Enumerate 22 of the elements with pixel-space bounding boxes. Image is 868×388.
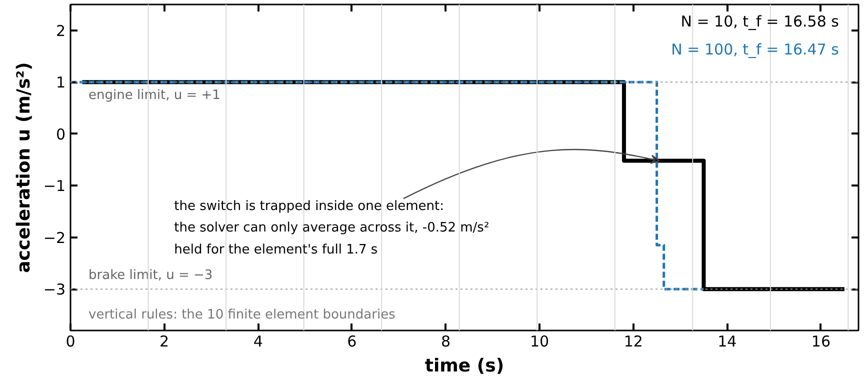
legend-label: N = 10, t_f = 16.58 s bbox=[680, 12, 840, 30]
annotation: vertical rules: the 10 finite element boundaries bbox=[88, 308, 396, 322]
y-tick-label: 0 bbox=[56, 125, 66, 144]
ref-line-label: engine limit, u = +1 bbox=[88, 88, 220, 104]
ref-line-label: brake limit, u = −3 bbox=[88, 268, 213, 284]
x-tick-label: 2 bbox=[160, 332, 170, 350]
y-tick-label: −1 bbox=[43, 177, 66, 196]
x-tick-label: 14 bbox=[718, 332, 737, 350]
x-tick-label: 12 bbox=[624, 332, 643, 350]
y-tick-label: −3 bbox=[43, 280, 66, 299]
annotation: the switch is trapped inside one element: the solver can only average across it, -0.52 m/s² held for the element's full 1.7 s bbox=[174, 198, 490, 258]
y-axis-title: acceleration u (m/s²) bbox=[13, 62, 34, 273]
x-tick-label: 6 bbox=[347, 332, 357, 350]
y-tick-label: 1 bbox=[56, 74, 66, 92]
x-axis-title: time (s) bbox=[424, 356, 504, 376]
y-tick-label: −2 bbox=[43, 228, 66, 247]
x-tick-label: 10 bbox=[530, 332, 550, 350]
x-tick-label: 4 bbox=[253, 332, 263, 350]
y-tick-label: 2 bbox=[56, 22, 66, 40]
series-label: N = 100, t_f = 16.47 s bbox=[671, 40, 840, 58]
x-tick-label: 8 bbox=[440, 332, 451, 350]
x-tick-label: 16 bbox=[811, 332, 831, 350]
